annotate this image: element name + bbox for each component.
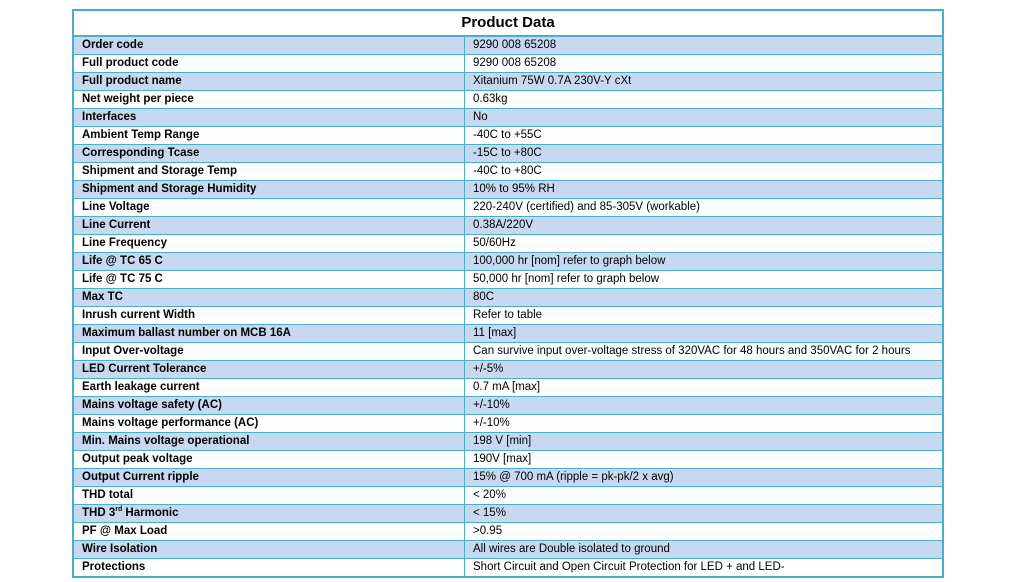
row-value: Xitanium 75W 0.7A 230V-Y cXt xyxy=(464,72,942,91)
table-row: Min. Mains voltage operational 198 V [min… xyxy=(74,432,942,451)
row-label: Interfaces xyxy=(74,108,465,127)
row-value: +/-10% xyxy=(464,396,942,415)
table-row: THD 3rd Harmonic < 15% xyxy=(74,504,942,523)
row-label: Order code xyxy=(74,37,465,55)
table-row: Maximum ballast number on MCB 16A 11 [ma… xyxy=(74,324,942,343)
row-value: < 20% xyxy=(464,486,942,505)
row-label: Max TC xyxy=(74,288,465,307)
table-row: Wire Isolation All wires are Double isola… xyxy=(74,540,942,559)
row-label: Line Current xyxy=(74,216,465,235)
table-row: Life @ TC 65 C 100,000 hr [nom] refer to … xyxy=(74,252,942,271)
row-value: -40C to +80C xyxy=(464,162,942,181)
row-value: < 15% xyxy=(464,504,942,523)
row-label: LED Current Tolerance xyxy=(74,360,465,379)
row-value: 50/60Hz xyxy=(464,234,942,253)
table-row: Line Current 0.38A/220V xyxy=(74,216,942,235)
row-value: Refer to table xyxy=(464,306,942,325)
table-row: Input Over-voltage Can survive input over… xyxy=(74,342,942,361)
row-label: Corresponding Tcase xyxy=(74,144,465,163)
table-row: Corresponding Tcase -15C to +80C xyxy=(74,144,942,163)
table-row: Full product code 9290 008 65208 xyxy=(74,54,942,73)
table-row: Mains voltage safety (AC) +/-10% xyxy=(74,396,942,415)
table-row: Mains voltage performance (AC) +/-10% xyxy=(74,414,942,433)
table-row: Output Current ripple 15% @ 700 mA (rippl… xyxy=(74,468,942,487)
row-value: +/-10% xyxy=(464,414,942,433)
row-label: Earth leakage current xyxy=(74,378,465,397)
table-row: Max TC 80C xyxy=(74,288,942,307)
table-row: PF @ Max Load >0.95 xyxy=(74,522,942,541)
row-label: THD total xyxy=(74,486,465,505)
row-label: Full product code xyxy=(74,54,465,73)
row-value: 11 [max] xyxy=(464,324,942,343)
row-label: Full product name xyxy=(74,72,465,91)
row-label: Input Over-voltage xyxy=(74,342,465,361)
table-row: Inrush current Width Refer to table xyxy=(74,306,942,325)
row-value: +/-5% xyxy=(464,360,942,379)
row-value: Short Circuit and Open Circuit Protectio… xyxy=(473,561,785,573)
row-value: 0.63kg xyxy=(464,90,942,109)
table-row: Interfaces No xyxy=(74,108,942,127)
table-row: THD total < 20% xyxy=(74,486,942,505)
row-label: Protections xyxy=(74,558,465,576)
spec-table: Order code 9290 008 65208 Full product cod… xyxy=(74,37,942,576)
row-label: Life @ TC 65 C xyxy=(74,252,465,271)
row-value: 190V [max] xyxy=(464,450,942,469)
product-data-table: Product Data Order code 9290 008 65208 Ful… xyxy=(72,9,944,578)
row-label: Shipment and Storage Humidity xyxy=(74,180,465,199)
row-label: Ambient Temp Range xyxy=(74,126,465,145)
row-label: Mains voltage safety (AC) xyxy=(74,396,465,415)
table-row: Shipment and Storage Humidity 10% to 95% … xyxy=(74,180,942,199)
row-value: >0.95 xyxy=(464,522,942,541)
row-label: Line Voltage xyxy=(74,198,465,217)
row-value: 9290 008 65208 xyxy=(464,54,942,73)
row-label-superscript: rd xyxy=(115,506,123,513)
row-label: PF @ Max Load xyxy=(74,522,465,541)
row-value: All wires are Double isolated to ground xyxy=(464,540,942,559)
row-value: 9290 008 65208 xyxy=(464,37,942,55)
table-row: Earth leakage current 0.7 mA [max] xyxy=(74,378,942,397)
table-row: Full product name Xitanium 75W 0.7A 230V-… xyxy=(74,72,942,91)
row-label: Output peak voltage xyxy=(74,450,465,469)
table-row: Output peak voltage 190V [max] xyxy=(74,450,942,469)
table-row: LED Current Tolerance +/-5% xyxy=(74,360,942,379)
row-value: No xyxy=(464,108,942,127)
row-label: Output Current ripple xyxy=(74,468,465,487)
table-row: Line Voltage 220-240V (certified) and 85-… xyxy=(74,198,942,217)
row-value: 220-240V (certified) and 85-305V (workab… xyxy=(464,198,942,217)
row-label: Min. Mains voltage operational xyxy=(74,432,465,451)
table-row: Life @ TC 75 C 50,000 hr [nom] refer to g… xyxy=(74,270,942,289)
row-value: 50,000 hr [nom] refer to graph below xyxy=(464,270,942,289)
row-label: Shipment and Storage Temp xyxy=(74,162,465,181)
row-value: -40C to +55C xyxy=(464,126,942,145)
row-label-text: THD 3 xyxy=(82,507,116,519)
row-value: 80C xyxy=(464,288,942,307)
row-value: 198 V [min] xyxy=(464,432,942,451)
table-row: Line Frequency 50/60Hz xyxy=(74,234,942,253)
row-value: 15% @ 700 mA (ripple = pk-pk/2 x avg) xyxy=(464,468,942,487)
row-label: Life @ TC 75 C xyxy=(74,270,465,289)
row-label: Mains voltage performance (AC) xyxy=(74,414,465,433)
row-label: Net weight per piece xyxy=(74,90,465,109)
row-label: Line Frequency xyxy=(74,234,465,253)
row-label: Maximum ballast number on MCB 16A xyxy=(74,324,465,343)
row-value: 10% to 95% RH xyxy=(464,180,942,199)
table-row: Net weight per piece 0.63kg xyxy=(74,90,942,109)
row-value: 100,000 hr [nom] refer to graph below xyxy=(464,252,942,271)
row-value: 0.7 mA [max] xyxy=(464,378,942,397)
table-row: Ambient Temp Range -40C to +55C xyxy=(74,126,942,145)
row-label: Inrush current Width xyxy=(74,306,465,325)
row-label: THD 3rd Harmonic xyxy=(74,504,465,523)
row-label-text: Harmonic xyxy=(122,507,179,519)
table-row: Protections Short Circuit and Open Circui… xyxy=(74,558,942,576)
table-row: Shipment and Storage Temp -40C to +80C xyxy=(74,162,942,181)
row-value: Can survive input over-voltage stress of… xyxy=(464,342,942,361)
row-label: Wire Isolation xyxy=(74,540,465,559)
table-row: Order code 9290 008 65208 xyxy=(74,37,942,55)
row-value: 0.38A/220V xyxy=(464,216,942,235)
row-value: -15C to +80C xyxy=(464,144,942,163)
table-title: Product Data xyxy=(74,11,942,37)
